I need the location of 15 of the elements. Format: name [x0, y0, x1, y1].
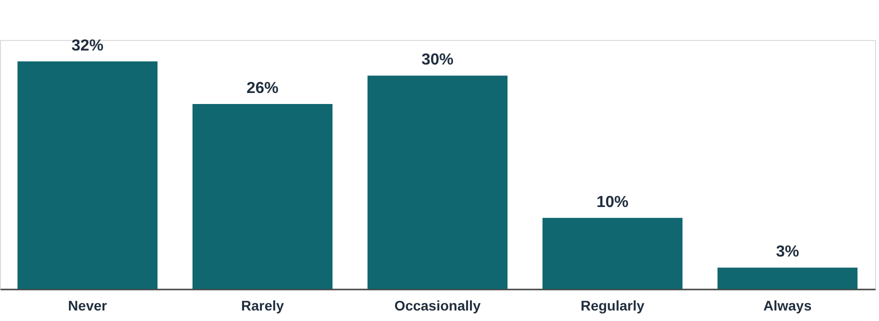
- x-tick-label: Never: [68, 298, 108, 314]
- data-label: 26%: [246, 80, 279, 98]
- bar: [718, 268, 858, 289]
- data-label: 30%: [421, 52, 454, 69]
- bar: [18, 61, 158, 289]
- x-tick-label: Occasionally: [394, 298, 481, 314]
- x-tick-label: Regularly: [580, 298, 645, 314]
- bar: [368, 76, 508, 289]
- data-label: 32%: [71, 37, 104, 54]
- data-label: 10%: [596, 194, 629, 211]
- bar: [192, 104, 332, 289]
- x-tick-label: Always: [763, 298, 812, 314]
- x-tick-label: Rarely: [241, 298, 284, 314]
- bar: [542, 218, 682, 289]
- data-label: 3%: [776, 244, 800, 261]
